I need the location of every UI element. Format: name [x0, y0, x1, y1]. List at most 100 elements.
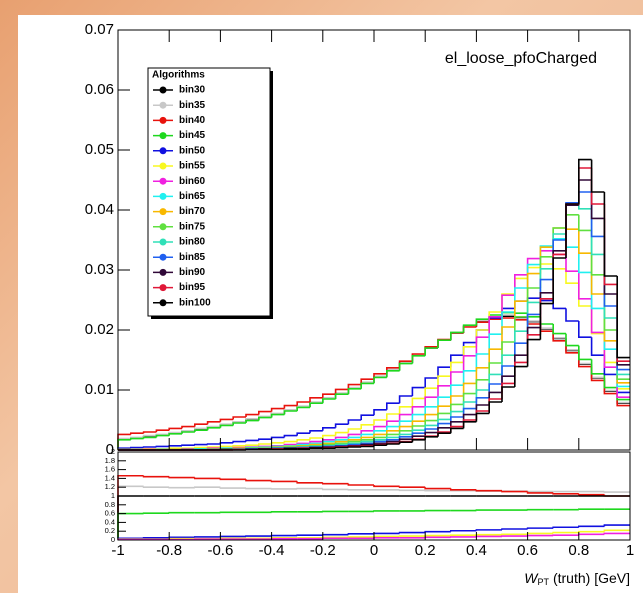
legend-label: bin35: [179, 100, 206, 111]
histogram-bin: [181, 425, 195, 429]
histogram-bin: [578, 158, 592, 204]
ratio-y-tick-label: 1.8: [105, 456, 115, 465]
histogram-bin: [424, 347, 438, 356]
histogram-bin: [475, 412, 490, 422]
histogram-bin: [386, 425, 400, 431]
histogram-bin: [219, 445, 234, 448]
histogram-bin: [309, 430, 323, 434]
histogram-bin: [398, 531, 426, 534]
histogram-bin: [603, 524, 630, 527]
y-tick-label: 0.07: [85, 21, 114, 38]
histogram-bin: [552, 324, 566, 335]
histogram-bin: [462, 355, 477, 372]
histogram-bin: [347, 383, 362, 390]
legend-label: bin40: [179, 115, 206, 126]
histogram-bin: [206, 443, 221, 445]
histogram-bin: [488, 401, 502, 414]
histogram-bin: [232, 422, 246, 426]
histogram-bin: [347, 446, 362, 448]
histogram-bin: [514, 365, 528, 387]
histogram-bin: [398, 438, 413, 442]
legend-marker: [159, 238, 167, 246]
histogram-bin: [603, 192, 618, 277]
histogram-bin: [590, 359, 605, 375]
x-unit: (truth) [GeV]: [553, 570, 630, 586]
histogram-bin: [475, 489, 502, 492]
legend-marker: [159, 253, 167, 261]
histogram-bin: [334, 423, 349, 428]
histogram-bin: [168, 433, 182, 436]
histogram-bin: [386, 433, 400, 438]
histogram-bin: [424, 413, 438, 422]
histogram-bin: [283, 448, 298, 450]
histogram-bin: [475, 353, 490, 371]
histogram-bin: [322, 427, 336, 431]
histogram-bin: [155, 445, 170, 448]
legend-marker: [159, 284, 167, 292]
histogram-bin: [258, 410, 272, 415]
histogram-bin: [539, 302, 554, 340]
histogram-bin: [411, 406, 426, 415]
histogram-bin: [373, 376, 387, 384]
histogram-bin: [322, 393, 336, 398]
y-tick-label: 0.04: [85, 201, 114, 218]
histogram-bin: [245, 439, 259, 442]
histogram-bin: [322, 488, 349, 491]
y-tick-label: 0.05: [85, 141, 114, 158]
histogram-bin: [565, 254, 579, 272]
histogram-bin: [424, 419, 438, 426]
histogram-bin: [347, 419, 362, 425]
histogram-bin: [424, 487, 451, 490]
histogram-bin: [142, 446, 157, 448]
histogram-bin: [386, 430, 400, 435]
histogram-bin: [437, 339, 451, 348]
histogram-bin: [398, 430, 413, 435]
ratio-y-tick-label: 1.6: [105, 465, 115, 474]
histogram-bin: [565, 268, 579, 284]
legend-marker: [159, 86, 167, 94]
histogram-bin: [347, 428, 362, 433]
histogram-bin: [462, 324, 477, 333]
x-tick-label: 1: [626, 542, 634, 559]
histogram-bin: [245, 479, 272, 482]
histogram-bin: [181, 444, 195, 446]
histogram-bin: [347, 388, 362, 395]
legend-marker: [159, 268, 167, 276]
histogram-bin: [398, 395, 413, 404]
histogram-bin: [450, 403, 464, 414]
histogram-bin: [347, 533, 374, 535]
histogram-bin: [603, 373, 618, 389]
x-tick-label: 0.2: [415, 542, 436, 559]
histogram-bin: [450, 488, 477, 491]
histogram-bin: [450, 421, 464, 428]
histogram-bin: [270, 407, 285, 412]
histogram-bin: [373, 430, 387, 435]
histogram-bin: [501, 528, 528, 530]
histogram-bin: [130, 446, 144, 449]
histogram-bin: [450, 529, 477, 532]
x-symbol: W: [524, 570, 539, 586]
histogram-bin: [437, 427, 451, 433]
histogram-bin: [424, 377, 438, 388]
histogram-bin: [130, 432, 144, 435]
histogram-bin: [411, 439, 426, 443]
histogram-bin: [334, 446, 349, 449]
histogram-bin: [373, 419, 387, 425]
histogram-bin: [142, 475, 170, 478]
legend-label: bin65: [179, 191, 206, 202]
histogram-bin: [206, 446, 221, 448]
histogram-bin: [437, 432, 451, 437]
histogram-bin: [334, 388, 349, 395]
legend-marker: [159, 177, 167, 185]
histogram-bin: [488, 316, 502, 338]
histogram-bin: [578, 530, 605, 533]
histogram-bin: [373, 433, 387, 438]
histogram-bin: [565, 203, 579, 258]
histogram-bin: [322, 434, 336, 438]
legend-marker: [159, 223, 167, 231]
histogram-bin: [181, 431, 195, 434]
histogram-bin: [411, 413, 426, 422]
histogram-bin: [373, 485, 400, 488]
legend-marker: [159, 132, 167, 140]
